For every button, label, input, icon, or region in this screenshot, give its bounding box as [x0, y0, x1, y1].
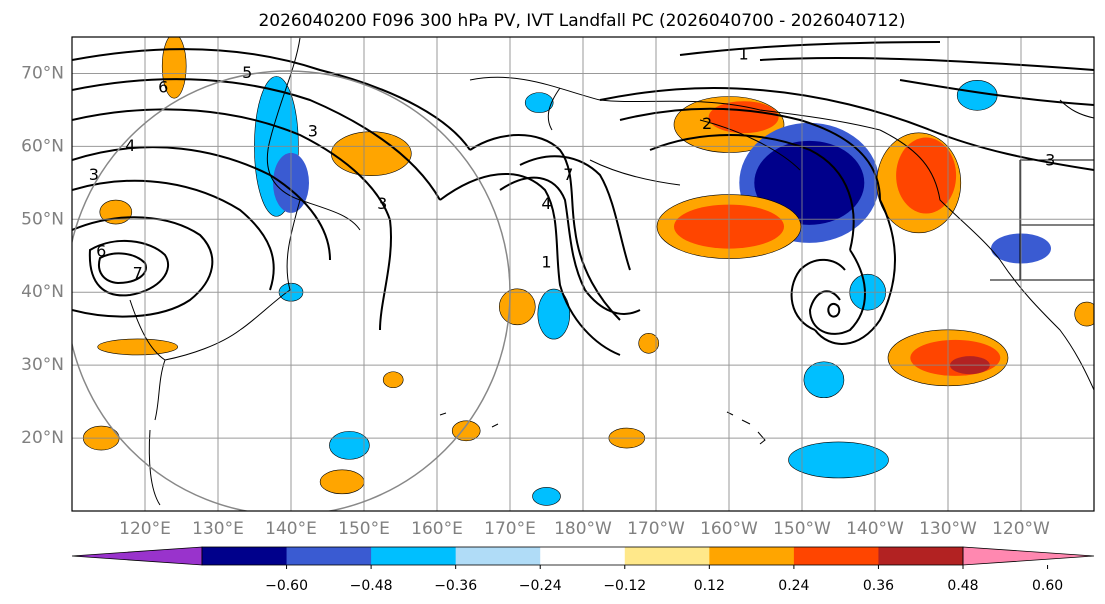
lon-tick-label: 160°W [700, 519, 758, 539]
colorbar-segment [455, 547, 541, 565]
anomaly-orange-31 [382, 371, 404, 389]
contour-label: 7 [133, 264, 143, 283]
colorbar-segment [286, 547, 372, 565]
contour-label: 3 [377, 194, 387, 213]
colorbar-tick-label: 0.48 [947, 578, 978, 594]
lon-tick-label: 150°E [338, 519, 390, 539]
colorbar-segment [202, 547, 288, 565]
contour-label: 5 [242, 63, 252, 82]
anomaly-lightblue-27 [532, 487, 561, 506]
contour-label: 4 [541, 194, 551, 213]
colorbar-segment [540, 547, 626, 565]
anomaly-orange-26 [97, 338, 178, 356]
coastlines [129, 37, 1094, 506]
anomaly-lightblue-34 [524, 92, 554, 113]
colorbar-tick-label: −0.48 [350, 578, 393, 594]
lon-tick-label: 120°E [119, 519, 171, 539]
lon-tick-label: 130°W [919, 519, 977, 539]
contour-label: 6 [158, 78, 168, 97]
contour-label: 1 [739, 45, 749, 64]
colorbar-segment [709, 547, 795, 565]
colorbar-segment [878, 547, 964, 565]
lat-tick-label: 40°N [21, 282, 64, 302]
colorbar-segment [793, 547, 879, 565]
anomaly-orange-30 [1074, 301, 1094, 327]
anomaly-lightblue-16 [329, 431, 370, 460]
lon-tick-label: 150°W [773, 519, 831, 539]
lat-tick-label: 20°N [21, 428, 64, 448]
lon-tick-label: 180°W [554, 519, 612, 539]
anomaly-navy-7 [754, 140, 865, 225]
graticule [72, 37, 1094, 511]
map-frame [71, 36, 1095, 512]
anomaly-orange-33 [638, 332, 660, 354]
anomaly-orange-20 [451, 420, 481, 442]
colorbar-tick-label: 0.24 [778, 578, 809, 594]
map-title: 2026040200 F096 300 hPa PV, IVT Landfall… [258, 11, 905, 31]
anomaly-orange-19 [498, 288, 536, 326]
colorbar-frame [201, 546, 964, 566]
anomaly-lightblue-22 [537, 288, 571, 340]
anomaly-red-9 [896, 137, 957, 214]
colorbar-tick-label: 0.36 [863, 578, 894, 594]
pv-contours [72, 41, 1094, 356]
contour-label: 3 [89, 165, 99, 184]
anomaly-lightblue-23 [803, 361, 845, 399]
lat-tick-label: 30°N [21, 355, 64, 375]
lon-tick-label: 160°E [411, 519, 463, 539]
lon-tick-label: 170°W [627, 519, 685, 539]
colorbar-tick-label: −0.24 [519, 578, 562, 594]
range-ring [72, 70, 511, 511]
lon-tick-label: 130°E [192, 519, 244, 539]
colorbar-extend-low [71, 546, 203, 566]
contour-label: 6 [96, 242, 106, 261]
longitude-axis: 120°E 130°E 140°E 150°E 160°E 170°E 180°W 170°W… [119, 519, 1050, 539]
anomaly-orange-17 [319, 469, 365, 495]
lon-tick-label: 120°W [992, 519, 1050, 539]
contour-label: 1 [541, 253, 551, 272]
colorbar-extend-high [962, 546, 1095, 566]
contour-label: 3 [1045, 150, 1055, 169]
anomaly-lightblue-15 [788, 441, 889, 479]
contour-label: 2 [702, 114, 712, 133]
colorbar-tick-label: −0.12 [603, 578, 646, 594]
lat-tick-label: 60°N [21, 136, 64, 156]
anomaly-orange-0 [161, 37, 187, 99]
lat-tick-label: 70°N [21, 63, 64, 83]
hawaii-islands [439, 411, 766, 445]
contour-label: 4 [125, 136, 135, 155]
colorbar-segment [624, 547, 710, 565]
colorbar-tick-label: −0.60 [265, 578, 308, 594]
latitude-axis: 70°N 60°N 50°N 40°N 30°N 20°N [21, 63, 64, 448]
lon-tick-label: 140°E [265, 519, 317, 539]
lat-tick-label: 50°N [21, 209, 64, 229]
lon-tick-label: 140°W [846, 519, 904, 539]
colorbar-tick-label: 0.12 [694, 578, 725, 594]
contour-label: 3 [308, 121, 318, 140]
colorbar: −0.60 −0.48 −0.36 −0.24 −0.12 0.12 0.24 0.36 0.4… [71, 546, 1095, 594]
contour-label: 7 [563, 165, 573, 184]
lon-tick-label: 170°E [484, 519, 536, 539]
colorbar-tick-label: 0.60 [1032, 578, 1063, 594]
colorbar-tick-label: −0.36 [434, 578, 477, 594]
anomaly-lightblue-32 [956, 80, 998, 111]
colorbar-segment [371, 547, 457, 565]
